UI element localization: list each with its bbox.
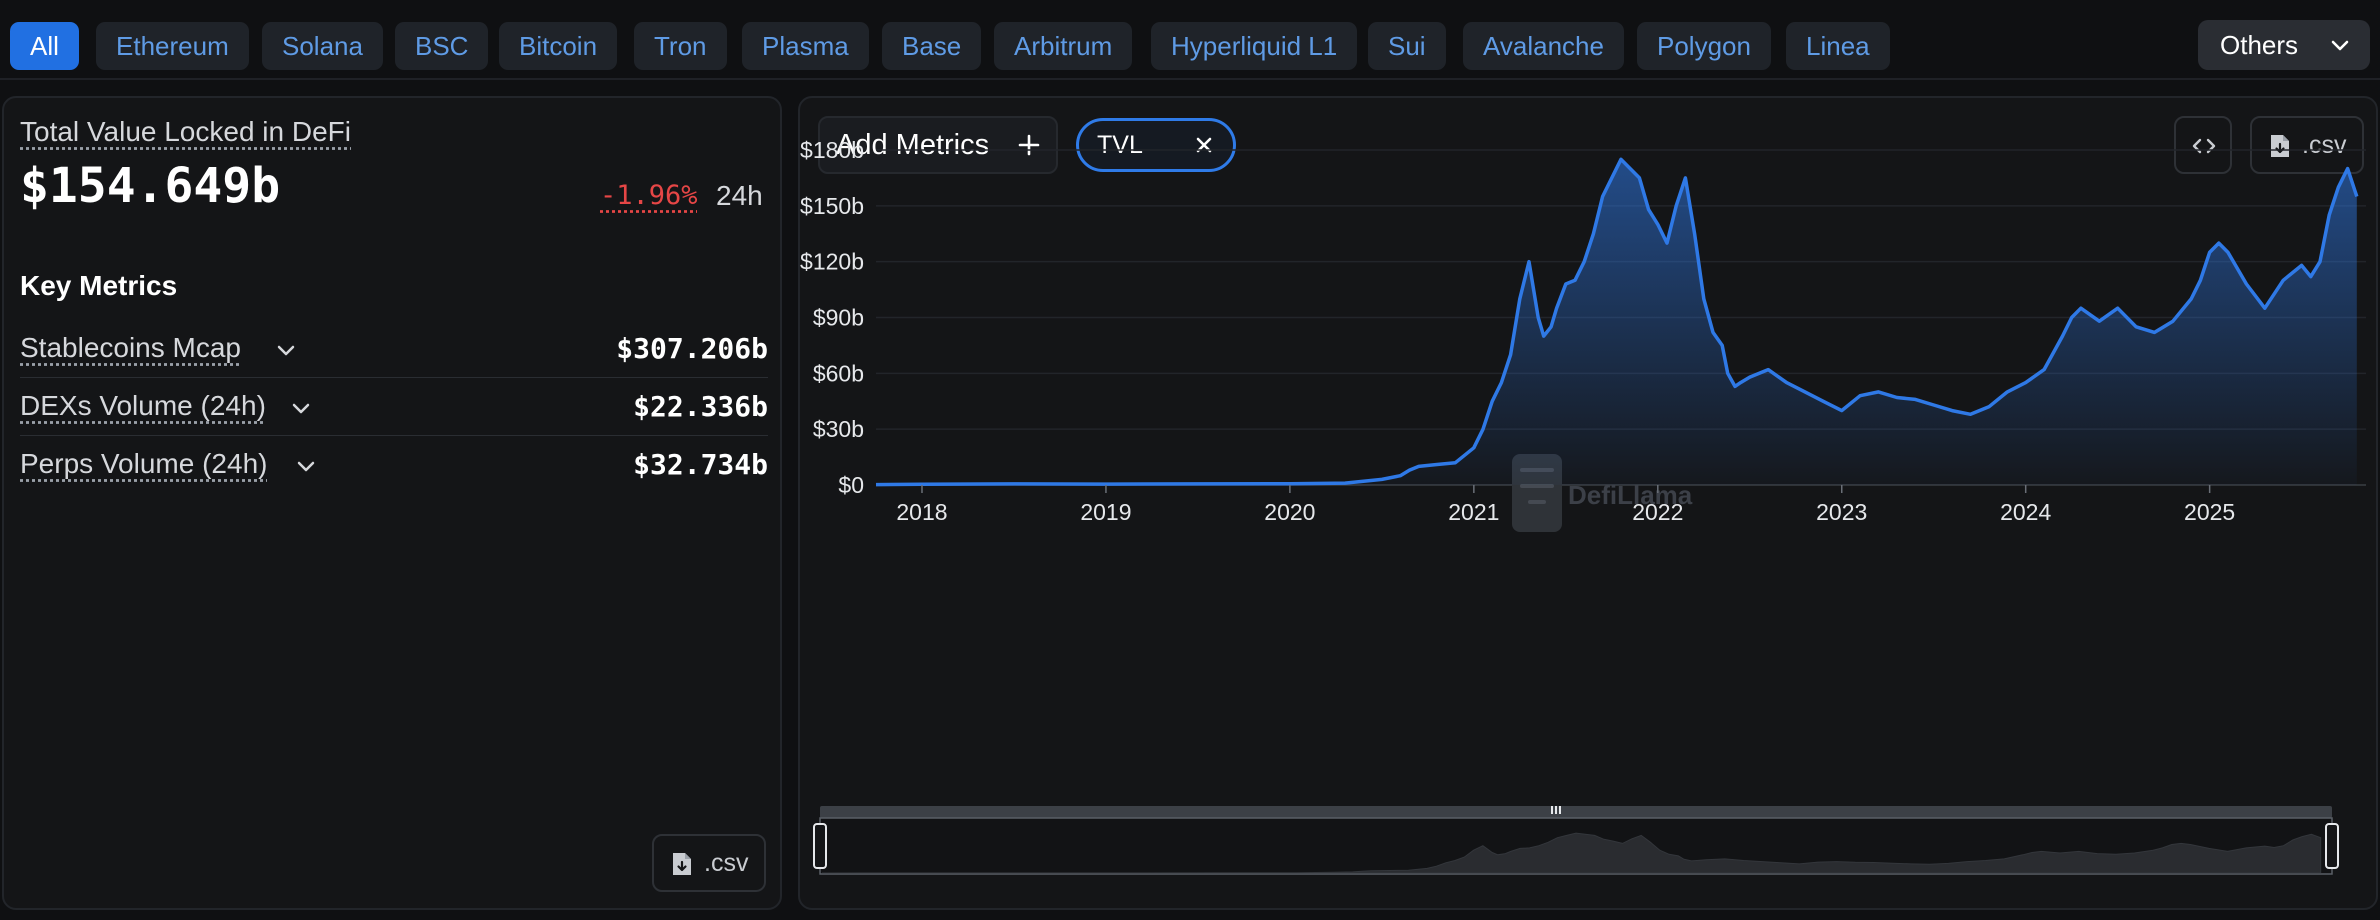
- plus-icon: [1018, 134, 1040, 156]
- x-tick-label: 2020: [1264, 499, 1315, 525]
- tvl-area-fill: [876, 159, 2357, 486]
- metric-row-stablecoins[interactable]: Stablecoins Mcap $307.206b: [20, 322, 768, 378]
- chain-tab-linea[interactable]: Linea: [1786, 22, 1890, 70]
- chain-tab-ethereum[interactable]: Ethereum: [96, 22, 249, 70]
- range-handle-left[interactable]: [813, 823, 827, 869]
- y-tick-label: $120b: [800, 249, 864, 275]
- chart-panel: Add Metrics TVL .csv: [798, 96, 2378, 910]
- x-tick-label: 2025: [2184, 499, 2235, 525]
- metric-value: $307.206b: [616, 332, 768, 365]
- range-slider[interactable]: [813, 806, 2339, 875]
- range-slider-bar[interactable]: [820, 806, 2332, 818]
- metric-label[interactable]: DEXs Volume (24h): [20, 390, 266, 421]
- x-tick-label: 2023: [1816, 499, 1867, 525]
- chain-tab-polygon[interactable]: Polygon: [1637, 22, 1771, 70]
- tvl-area-chart[interactable]: DefiLlama $0$30b$60b$90b$120b$150b$180b …: [800, 98, 2376, 908]
- x-tick-label: 2019: [1080, 499, 1131, 525]
- chain-tab-base[interactable]: Base: [882, 22, 982, 70]
- chevron-down-icon[interactable]: [277, 344, 295, 358]
- x-tick-label: 2024: [2000, 499, 2051, 525]
- summary-csv-download-button[interactable]: .csv: [652, 834, 766, 892]
- chain-filter-bar: All Ethereum Solana BSC Bitcoin Tron Pla…: [0, 0, 2380, 80]
- chain-tab-sui[interactable]: Sui: [1368, 22, 1446, 70]
- chart-csv-download-button[interactable]: .csv: [2250, 116, 2364, 174]
- add-metrics-label: Add Metrics: [836, 129, 990, 161]
- range-slider-preview: [821, 832, 2322, 874]
- chain-tab-bitcoin[interactable]: Bitcoin: [499, 22, 618, 70]
- others-dropdown[interactable]: Others: [2198, 20, 2370, 70]
- metric-row-dexs-volume[interactable]: DEXs Volume (24h) $22.336b: [20, 380, 768, 436]
- chevron-down-icon: [2331, 40, 2349, 51]
- embed-code-button[interactable]: [2174, 116, 2232, 174]
- y-tick-label: $150b: [800, 193, 864, 219]
- y-tick-label: $60b: [813, 360, 864, 386]
- others-label: Others: [2220, 30, 2299, 60]
- key-metrics-heading: Key Metrics: [20, 270, 178, 301]
- metric-row-perps-volume[interactable]: Perps Volume (24h) $32.734b: [20, 438, 768, 494]
- chevron-down-icon[interactable]: [297, 460, 315, 474]
- y-axis: $0 $30b $60b $90b $120b $150b $180b: [800, 137, 864, 498]
- chain-tab-tron[interactable]: Tron: [634, 22, 727, 70]
- tvl-title: Total Value Locked in DeFi: [20, 116, 351, 147]
- chain-tab-avalanche[interactable]: Avalanche: [1463, 22, 1624, 70]
- tvl-series-line: [875, 157, 2359, 487]
- metric-chip-tvl[interactable]: TVL: [1076, 118, 1236, 172]
- summary-panel: Total Value Locked in DeFi $154.649b -1.…: [2, 96, 782, 910]
- y-tick-label: $180b: [800, 137, 864, 163]
- y-tick-label: $90b: [813, 305, 864, 331]
- x-tick-label: 2021: [1448, 499, 1499, 525]
- file-download-icon: [673, 853, 691, 875]
- y-tick-label: $0: [838, 472, 864, 498]
- metric-value: $32.734b: [633, 448, 768, 481]
- close-icon[interactable]: [1195, 136, 1213, 154]
- metric-chip-label: TVL: [1097, 131, 1143, 159]
- range-handle-right[interactable]: [2325, 823, 2339, 869]
- add-metrics-button[interactable]: Add Metrics: [818, 116, 1058, 174]
- tvl-change-period: 24h: [716, 180, 763, 211]
- metric-label[interactable]: Stablecoins Mcap: [20, 332, 242, 363]
- chain-tab-bsc[interactable]: BSC: [395, 22, 489, 70]
- tvl-change: -1.96%: [600, 180, 698, 211]
- chain-tab-plasma[interactable]: Plasma: [742, 22, 869, 70]
- metric-label[interactable]: Perps Volume (24h): [20, 448, 268, 479]
- chain-tab-arbitrum[interactable]: Arbitrum: [994, 22, 1133, 70]
- chain-tab-hyperliquid[interactable]: Hyperliquid L1: [1151, 22, 1358, 70]
- y-tick-label: $30b: [813, 416, 864, 442]
- x-axis: 2018 2019 2020 2021 2022 2023 2024 2025: [896, 485, 2235, 525]
- chain-tab-solana[interactable]: Solana: [262, 22, 383, 70]
- x-tick-label: 2022: [1632, 499, 1683, 525]
- chain-tab-all[interactable]: All: [10, 22, 79, 70]
- csv-label: .csv: [704, 849, 749, 877]
- csv-label: .csv: [2302, 131, 2347, 159]
- metric-value: $22.336b: [633, 390, 768, 423]
- chevron-down-icon[interactable]: [292, 402, 310, 416]
- tvl-value: $154.649b: [20, 158, 281, 214]
- x-tick-label: 2018: [896, 499, 947, 525]
